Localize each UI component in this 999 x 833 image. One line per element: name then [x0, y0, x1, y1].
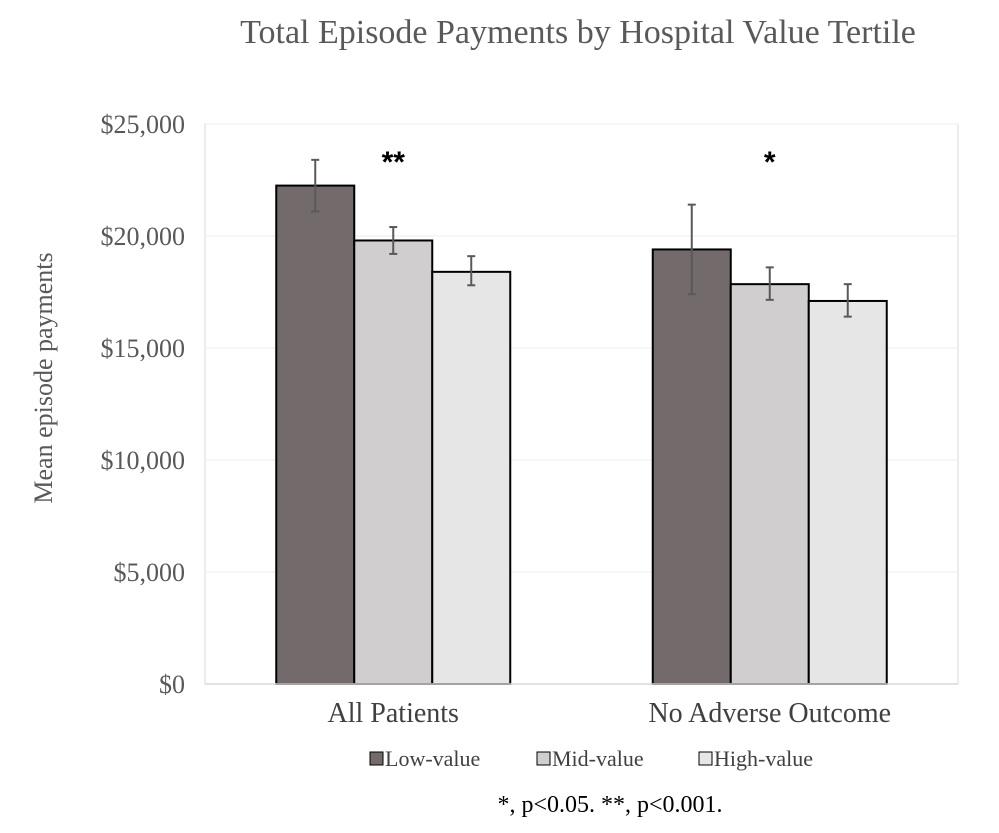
y-tick-label: $15,000: [101, 334, 186, 363]
bar-high-value: [807, 299, 888, 685]
legend-swatch: [698, 751, 713, 766]
y-tick-label: $25,000: [101, 110, 186, 139]
bar-high-value: [431, 270, 512, 685]
category-label: No Adverse Outcome: [648, 698, 891, 729]
bars: [275, 184, 888, 685]
bar-low-value: [651, 248, 732, 685]
legend-swatch: [369, 751, 384, 766]
y-axis-tick-labels: $0 $5,000 $10,000 $15,000 $20,000 $25,000: [101, 110, 186, 699]
y-tick-label: $5,000: [114, 558, 186, 587]
bar-mid-value: [729, 283, 810, 685]
chart-title: Total Episode Payments by Hospital Value…: [240, 14, 916, 51]
footnote: *, p<0.05. **, p<0.001.: [497, 792, 722, 818]
legend-label: Low-value: [385, 746, 480, 771]
legend-label: Mid-value: [552, 746, 644, 771]
y-tick-label: $10,000: [101, 446, 186, 475]
significance-markers: ** *: [382, 146, 776, 179]
significance-marker: **: [382, 146, 406, 179]
legend-swatch: [536, 751, 551, 766]
y-tick-label: $0: [159, 670, 185, 699]
bar-low-value: [275, 184, 356, 685]
legend: Low-value Mid-value High-value: [369, 746, 813, 771]
bar-mid-value: [353, 239, 434, 685]
y-axis-label: Mean episode payments: [29, 252, 58, 503]
y-tick-label: $20,000: [101, 222, 186, 251]
category-labels: All Patients No Adverse Outcome: [328, 698, 892, 729]
error-bars: [311, 158, 852, 318]
category-label: All Patients: [328, 698, 459, 729]
significance-marker: *: [764, 146, 776, 179]
legend-label: High-value: [714, 746, 813, 771]
